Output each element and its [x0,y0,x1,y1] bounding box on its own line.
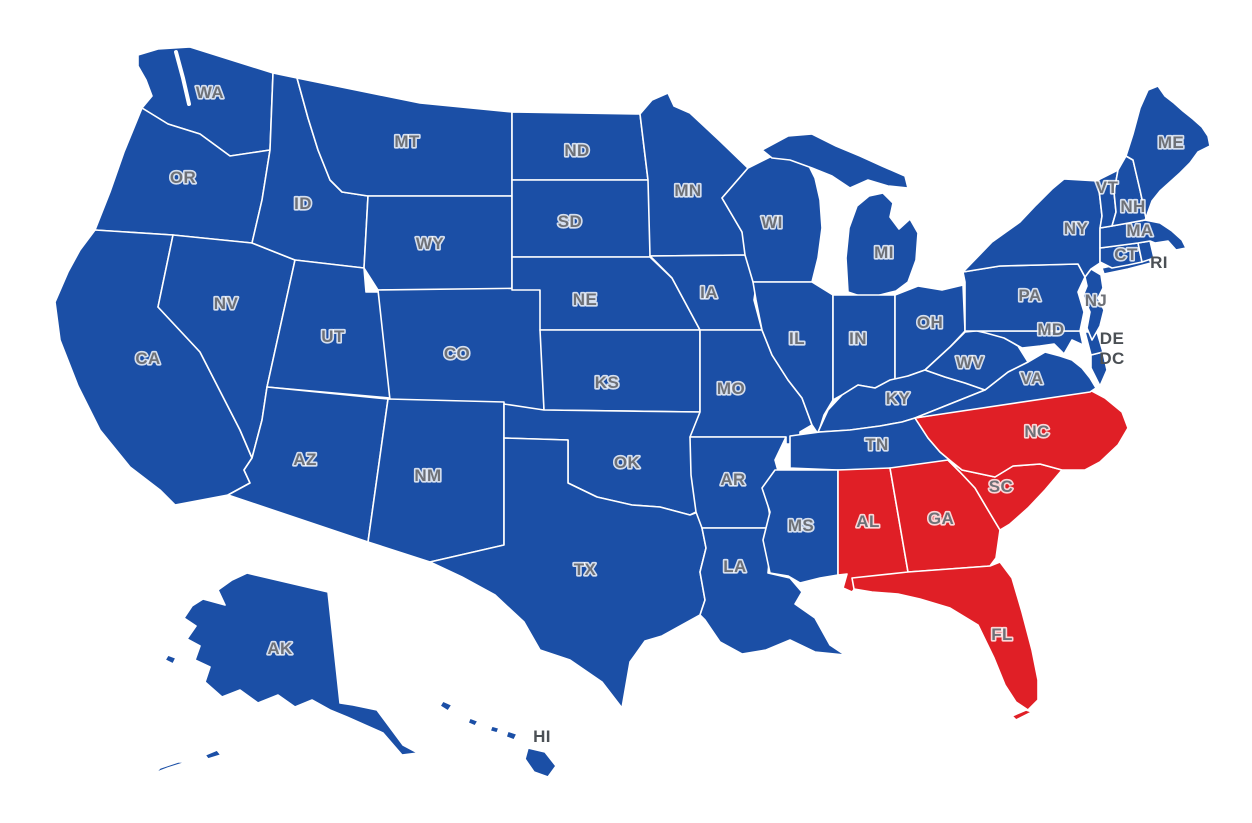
state-ak[interactable] [204,749,222,760]
state-hi[interactable] [489,725,500,734]
state-label-hi: HI [533,727,551,746]
state-hi[interactable] [524,747,557,778]
state-label-de: DE [1100,329,1124,348]
state-ks[interactable] [539,329,701,413]
state-mi[interactable] [761,133,909,189]
state-ak[interactable] [164,654,177,665]
state-ma[interactable] [1099,219,1187,251]
state-hi[interactable] [467,717,479,727]
state-nc[interactable] [914,389,1129,478]
state-me[interactable] [1125,85,1211,219]
state-tx[interactable] [429,437,707,709]
state-pa[interactable] [962,263,1086,332]
state-sd[interactable] [511,179,655,258]
state-nj[interactable] [1082,268,1105,341]
state-ak[interactable] [154,761,188,774]
state-hi[interactable] [505,730,518,741]
state-md[interactable] [1090,351,1108,387]
state-co[interactable] [377,287,545,411]
state-mi[interactable] [845,192,919,297]
state-fl[interactable] [1011,709,1033,721]
state-md[interactable] [976,330,1084,355]
state-hi[interactable] [439,700,453,712]
puget-sound-water [174,50,191,106]
states-layer [54,46,1211,778]
state-fl[interactable] [851,561,1039,711]
state-mn[interactable] [639,92,749,257]
state-wy[interactable] [363,195,513,291]
state-ms[interactable] [761,469,839,584]
state-nm[interactable] [367,398,505,563]
state-ak[interactable] [183,572,419,756]
state-ny[interactable] [962,178,1103,278]
state-mt[interactable] [296,77,513,197]
state-nd[interactable] [511,111,649,181]
